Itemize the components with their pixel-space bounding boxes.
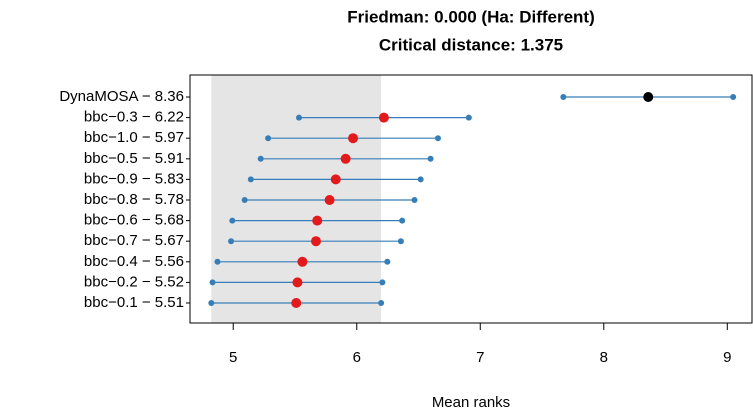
point [291,298,302,308]
point [324,195,335,205]
error-end [730,94,737,100]
error-end [257,155,264,162]
y-tick-label: bbc−0.6 − 5.68 [84,212,184,229]
y-tick-label: bbc−0.3 − 6.22 [84,109,184,126]
error-end [397,238,404,245]
error-end [465,114,472,121]
y-tick-label: bbc−0.4 − 5.56 [84,253,184,270]
error-end [296,114,303,121]
point [297,256,308,267]
y-tick-label: bbc−0.5 − 5.91 [84,150,184,167]
error-end [411,197,418,203]
error-end [560,94,567,100]
error-end [434,135,441,142]
y-tick-label: bbc−0.2 − 5.52 [84,273,184,290]
error-end [209,279,216,286]
x-tick-label: 9 [723,349,731,366]
y-tick-label: DynaMOSA − 8.36 [59,88,184,105]
y-tick-label: bbc−0.1 − 5.51 [84,294,184,311]
error-end [378,300,385,306]
x-axis-label: Mean ranks [432,394,510,411]
point [348,133,359,144]
point [292,277,303,288]
error-end [241,197,248,203]
x-tick-label: 6 [353,349,361,366]
x-tick-label: 8 [600,349,608,366]
y-tick-label: bbc−1.0 − 5.97 [84,129,184,146]
error-end [384,258,391,265]
chart-subtitle: Critical distance: 1.375 [379,35,563,54]
point [378,112,389,123]
y-tick-label: bbc−0.9 − 5.83 [84,170,184,187]
point [312,215,323,226]
error-end [228,238,235,245]
error-end [214,258,221,265]
error-end [417,176,424,183]
error-end [379,279,386,286]
chart-title: Friedman: 0.000 (Ha: Different) [347,7,595,26]
error-end [208,300,215,306]
x-tick-label: 5 [229,349,237,366]
point [643,92,654,102]
y-tick-label: bbc−0.8 − 5.78 [84,191,184,208]
y-tick-label: bbc−0.7 − 5.67 [84,232,184,249]
point [340,153,351,164]
error-end [229,217,236,224]
x-tick-label: 7 [476,349,484,366]
error-end [399,217,406,224]
point [310,236,321,247]
error-end [427,155,434,162]
error-end [265,135,272,142]
point [330,174,341,185]
error-end [247,176,254,183]
